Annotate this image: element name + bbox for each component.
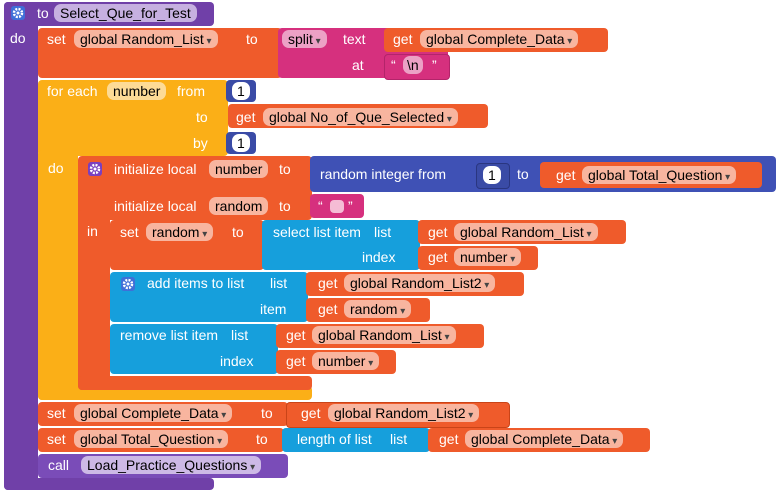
dropdown[interactable]: Load_Practice_Questions (81, 456, 262, 474)
keyword: for each (47, 83, 98, 99)
mutator-icon[interactable] (120, 276, 136, 292)
keyword: initialize local (114, 198, 197, 214)
keyword: do (10, 30, 26, 46)
keyword: get (439, 431, 459, 447)
string-value[interactable]: \n (403, 56, 423, 74)
label: to (517, 166, 529, 182)
keyword: random integer from (320, 166, 447, 182)
variable-name[interactable]: random (209, 197, 269, 215)
keyword: get (301, 405, 321, 421)
dropdown[interactable]: global Random_List (74, 30, 218, 48)
length-of-list-block[interactable] (282, 428, 430, 452)
dropdown[interactable]: split (282, 30, 327, 48)
label: index (362, 249, 396, 265)
label: list (390, 431, 408, 447)
local-footer (78, 376, 312, 390)
remove-list-item-block[interactable] (110, 324, 278, 374)
keyword: get (393, 31, 413, 47)
dropdown[interactable]: number (312, 352, 380, 370)
label: to (196, 109, 208, 125)
dropdown[interactable]: random (146, 223, 214, 241)
keyword: to (37, 5, 49, 21)
label: list (270, 275, 288, 291)
keyword: get (428, 249, 448, 265)
number-value[interactable]: 1 (483, 166, 501, 184)
keyword: add items to list (147, 275, 245, 291)
add-items-block[interactable] (110, 272, 308, 322)
dropdown[interactable]: global Random_List2 (328, 404, 480, 422)
label: to (261, 405, 273, 421)
for-each-arm (38, 150, 78, 400)
label: list (374, 224, 392, 240)
keyword: select list item (273, 224, 361, 240)
mutator-icon[interactable] (10, 5, 26, 21)
label: item (260, 301, 287, 317)
dropdown[interactable]: global Complete_Data (465, 430, 624, 448)
procedure-footer (4, 478, 214, 490)
local-arm (78, 210, 110, 390)
keyword: set (47, 405, 66, 421)
dropdown[interactable]: global Random_List2 (344, 274, 496, 292)
label: index (220, 353, 254, 369)
keyword: length of list (297, 431, 372, 447)
keyword: call (48, 457, 70, 473)
label: by (193, 135, 208, 151)
keyword: get (286, 353, 306, 369)
dropdown[interactable]: global Random_List (312, 326, 456, 344)
dropdown[interactable]: global Total_Question (74, 430, 229, 448)
keyword: get (286, 327, 306, 343)
label: to (232, 224, 244, 240)
keyword: get (556, 167, 576, 183)
keyword: get (318, 275, 338, 291)
empty-string[interactable] (330, 200, 344, 213)
label: to (256, 431, 268, 447)
loop-variable[interactable]: number (107, 82, 167, 100)
keyword: set (47, 431, 66, 447)
variable-name[interactable]: number (209, 160, 269, 178)
number-value[interactable]: 1 (232, 134, 250, 152)
dropdown[interactable]: global Total_Question (582, 166, 737, 184)
number-value[interactable]: 1 (232, 82, 250, 100)
quote: “ (318, 198, 323, 214)
keyword: set (120, 224, 139, 240)
keyword: initialize local (114, 161, 197, 177)
keyword: set (47, 31, 66, 47)
procedure-block[interactable] (4, 2, 38, 490)
keyword: get (318, 301, 338, 317)
label: at (352, 57, 364, 73)
dropdown[interactable]: random (344, 300, 412, 318)
keyword: in (87, 223, 98, 239)
keyword: to (246, 31, 258, 47)
keyword: get (428, 224, 448, 240)
dropdown[interactable]: global No_of_Que_Selected (263, 108, 458, 126)
label: list (231, 327, 249, 343)
label: from (177, 83, 205, 99)
label: to (279, 161, 291, 177)
keyword: remove list item (120, 327, 219, 343)
keyword: do (48, 160, 64, 176)
dropdown[interactable]: global Complete_Data (420, 30, 579, 48)
mutator-icon[interactable] (87, 161, 103, 177)
label: to (279, 198, 291, 214)
quote: ” (432, 57, 437, 73)
keyword: get (236, 109, 256, 125)
quote: “ (391, 57, 396, 73)
select-list-item-block[interactable] (262, 220, 420, 270)
dropdown[interactable]: global Complete_Data (74, 404, 233, 422)
procedure-name[interactable]: Select_Que_for_Test (54, 4, 197, 22)
quote: ” (348, 198, 353, 214)
dropdown[interactable]: global Random_List (454, 223, 598, 241)
local-variable-block[interactable] (78, 156, 312, 220)
dropdown[interactable]: number (454, 248, 522, 266)
label: text (343, 31, 366, 47)
